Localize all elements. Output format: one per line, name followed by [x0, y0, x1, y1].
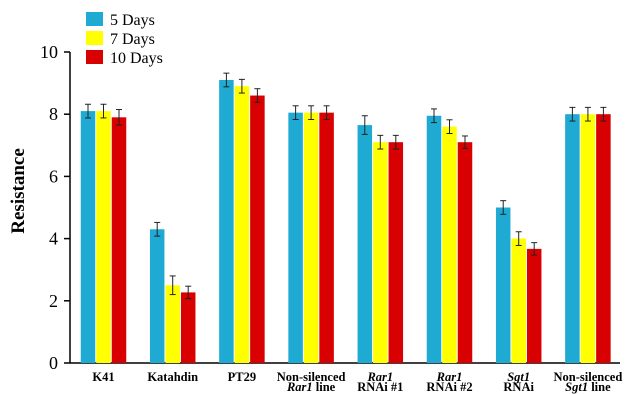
- legend-swatch: [86, 50, 103, 64]
- bar: [111, 117, 127, 363]
- category-label: Katahdin: [147, 370, 198, 384]
- bar: [303, 112, 319, 364]
- category-label: Rar1 line: [286, 380, 336, 394]
- error-bar: [377, 134, 384, 150]
- y-tick-label: 0: [49, 353, 58, 373]
- error-bar: [600, 106, 607, 122]
- bar: [388, 142, 404, 363]
- error-bar: [292, 105, 299, 120]
- bar: [426, 115, 442, 363]
- category-label: Non-silenced: [277, 370, 346, 384]
- error-bar: [185, 285, 192, 300]
- bar-group: [80, 103, 127, 363]
- error-bar: [431, 108, 437, 124]
- bar: [596, 114, 611, 363]
- error-bar: [462, 135, 468, 149]
- category-label: Non-silenced: [554, 370, 623, 384]
- error-bar: [584, 106, 591, 122]
- legend-item: 7 Days: [86, 31, 155, 48]
- error-bar: [569, 106, 576, 122]
- bar-group: [357, 115, 404, 364]
- bar: [288, 112, 303, 364]
- category-label: RNAi #2: [426, 380, 472, 394]
- legend: 5 Days 7 Days 10 Days: [86, 12, 163, 67]
- bar: [165, 285, 180, 363]
- bar: [319, 112, 334, 364]
- bar: [511, 238, 526, 363]
- y-tick-label: 8: [49, 104, 58, 124]
- bar: [234, 86, 250, 364]
- error-bar: [154, 221, 161, 237]
- error-bar: [500, 200, 507, 215]
- bar: [495, 207, 511, 363]
- category-label: PT29: [228, 370, 256, 384]
- bar: [526, 248, 542, 363]
- bar-group: [495, 200, 542, 363]
- category-label: Rar1: [436, 370, 463, 384]
- error-bar: [116, 109, 122, 126]
- category-label: RNAi: [503, 380, 534, 394]
- bar: [457, 142, 473, 363]
- bar: [580, 114, 596, 363]
- y-axis-label: Resistance: [8, 148, 29, 233]
- error-bar: [238, 78, 245, 94]
- category-label: RNAi #1: [357, 380, 403, 394]
- category-label: Sgt1 line: [565, 380, 611, 394]
- y-tick-label: 2: [49, 291, 58, 311]
- y-tick-label: 4: [49, 229, 58, 249]
- error-bar: [531, 242, 538, 256]
- error-bar: [254, 88, 261, 103]
- bar-group: [565, 106, 611, 363]
- bar: [149, 229, 165, 363]
- legend-item: 5 Days: [86, 12, 155, 29]
- bar: [219, 79, 234, 364]
- error-bar: [392, 134, 399, 150]
- bar: [96, 111, 111, 363]
- bar: [442, 126, 457, 363]
- bar: [250, 95, 265, 363]
- y-tick-label: 6: [49, 166, 58, 186]
- error-bar: [85, 103, 91, 119]
- bar: [357, 125, 373, 364]
- bar-group: [426, 108, 473, 363]
- error-bar: [361, 115, 368, 135]
- bars: [80, 72, 611, 364]
- bar-group: [288, 105, 334, 364]
- bar: [180, 292, 196, 363]
- bar: [565, 114, 580, 363]
- legend-item: 10 Days: [86, 50, 163, 67]
- bar-group: [149, 221, 196, 363]
- legend-swatch: [86, 12, 103, 26]
- category-label: K41: [92, 370, 114, 384]
- legend-label: 7 Days: [110, 31, 155, 48]
- bar-group: [219, 72, 265, 364]
- error-bar: [100, 103, 107, 119]
- error-bar: [515, 231, 522, 246]
- error-bar: [308, 105, 315, 120]
- y-tick-label: 10: [40, 42, 58, 62]
- error-bar: [446, 119, 453, 134]
- bar: [80, 111, 96, 363]
- legend-swatch: [86, 31, 103, 45]
- category-label: Rar1: [366, 370, 393, 384]
- error-bar: [223, 72, 230, 88]
- error-bar: [323, 105, 330, 120]
- legend-label: 5 Days: [110, 12, 155, 29]
- legend-label: 10 Days: [110, 50, 163, 67]
- bar: [373, 142, 388, 363]
- error-bar: [169, 275, 176, 296]
- category-label: Sgt1: [507, 370, 530, 384]
